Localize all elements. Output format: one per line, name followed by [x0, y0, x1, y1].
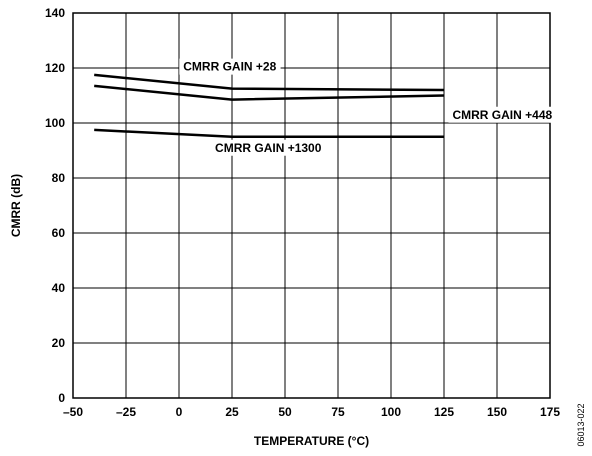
y-tick-label: 120	[45, 61, 65, 75]
x-tick-label: 0	[176, 405, 183, 419]
series-label-text: CMRR GAIN +28	[183, 60, 276, 74]
y-tick-label: 100	[45, 116, 65, 130]
y-axis-title: CMRR (dB)	[9, 174, 23, 237]
x-tick-label: 25	[225, 405, 239, 419]
figure-id: 06013-022	[576, 403, 586, 446]
x-tick-label: –25	[116, 405, 136, 419]
series-label-background	[448, 106, 557, 123]
x-tick-label: 75	[331, 405, 345, 419]
series-label-1: CMRR GAIN +28	[179, 58, 281, 75]
x-tick-label: 50	[278, 405, 292, 419]
y-tick-label: 80	[52, 171, 66, 185]
series-line-2	[94, 84, 445, 101]
grid	[72, 12, 551, 399]
y-tick-label: 140	[45, 6, 65, 20]
y-tick-label: 40	[52, 281, 66, 295]
series-label-text: CMRR GAIN +448	[452, 108, 552, 122]
series-label-background	[179, 58, 281, 75]
x-tick-label: 125	[434, 405, 454, 419]
x-tick-label: –50	[63, 405, 83, 419]
plot-frame	[72, 12, 551, 399]
series-lines	[94, 73, 445, 139]
series-line-1	[94, 73, 445, 92]
series-label-background	[211, 139, 326, 156]
y-tick-label: 0	[58, 391, 65, 405]
series-label-text: CMRR GAIN +1300	[215, 141, 322, 155]
x-axis-tick-labels: –50 –25 0 25 50 75 100 125 150 175	[63, 405, 560, 419]
x-tick-label: 150	[487, 405, 507, 419]
series-annotations: CMRR GAIN +28 CMRR GAIN +448 CMRR GAIN +13…	[179, 58, 557, 156]
series-line-3	[94, 128, 444, 139]
y-tick-label: 60	[52, 226, 66, 240]
x-axis-title: TEMPERATURE (°C)	[254, 434, 369, 448]
y-tick-label: 20	[52, 336, 66, 350]
series-label-3: CMRR GAIN +1300	[211, 139, 326, 156]
series-label-2: CMRR GAIN +448	[448, 106, 557, 123]
y-axis-tick-labels: 0 20 40 60 80 100 120 140	[45, 6, 65, 405]
x-tick-label: 175	[540, 405, 560, 419]
x-tick-label: 100	[381, 405, 401, 419]
